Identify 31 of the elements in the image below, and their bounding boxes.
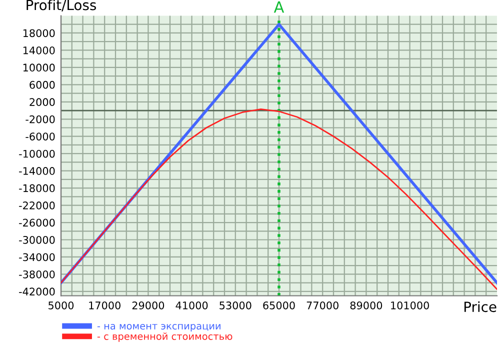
x-tick-label: 89000 — [350, 301, 382, 310]
x-tick-label: 17000 — [89, 301, 120, 310]
y-tick-label: -34000 — [19, 253, 55, 262]
x-tick-label: 53000 — [220, 301, 252, 310]
y-tick-label: -2000 — [26, 115, 55, 124]
y-tick-label: -22000 — [19, 202, 55, 210]
x-tick-label: 41000 — [176, 301, 208, 310]
line-series — [61, 108, 497, 290]
x-tick-label: 101000 — [391, 301, 429, 310]
y-tick-label: 2000 — [30, 98, 55, 106]
y-tick-label: 10000 — [23, 64, 55, 72]
legend-label: - на момент экспирации — [97, 324, 220, 332]
y-tick-label: -10000 — [19, 150, 55, 158]
ref-line-label: A — [274, 1, 284, 13]
x-tick-label: 29000 — [132, 301, 164, 310]
x-tick-label: 77000 — [306, 301, 338, 310]
y-tick-label: 18000 — [23, 29, 55, 38]
y-axis-title: Profit/Loss — [26, 0, 96, 12]
y-tick-label: -38000 — [19, 270, 55, 278]
x-axis-title: Price — [464, 301, 496, 312]
y-tick-label: -14000 — [19, 167, 55, 175]
y-tick-label: -6000 — [26, 132, 55, 140]
y-tick-label: -42000 — [19, 288, 55, 296]
y-tick-label: -18000 — [19, 184, 55, 192]
x-tick-label: 5000 — [48, 301, 74, 310]
x-tick-label: 65000 — [263, 301, 295, 310]
y-tick-label: 14000 — [23, 46, 55, 54]
y-tick-label: 6000 — [30, 80, 55, 89]
y-tick-label: -30000 — [19, 236, 55, 244]
y-tick-label: -26000 — [19, 218, 55, 227]
legend-label: - с временной стоимостью — [97, 332, 232, 342]
